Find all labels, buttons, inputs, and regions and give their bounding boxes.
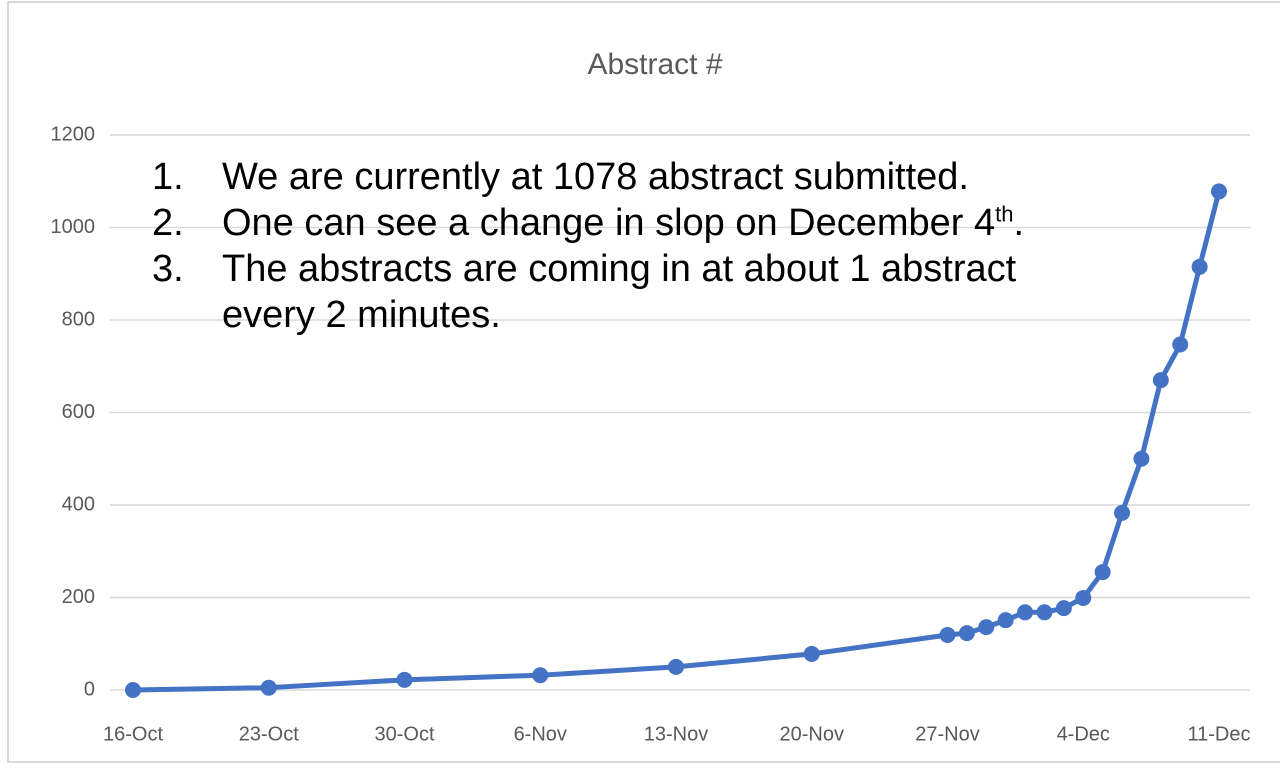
data-point (1114, 504, 1131, 521)
data-point (1075, 589, 1092, 606)
data-point (1055, 600, 1072, 617)
annotation-item: 1. We are currently at 1078 abstract subm… (152, 154, 1072, 200)
data-point (958, 625, 975, 642)
x-tick-label: 13-Nov (644, 723, 708, 745)
data-point (1211, 183, 1227, 200)
annotation-text: One can see a change in slop on December… (222, 200, 1072, 246)
annotation-text: We are currently at 1078 abstract submit… (222, 154, 1072, 200)
y-tick-label: 800 (62, 308, 95, 330)
list-marker: 3. (152, 248, 184, 290)
x-tick-label: 6-Nov (514, 723, 567, 745)
data-point (997, 612, 1014, 629)
data-point (532, 667, 549, 684)
superscript: th (995, 201, 1014, 227)
x-tick-label: 20-Nov (780, 723, 844, 745)
x-tick-label: 23-Oct (239, 723, 299, 745)
data-point (939, 626, 956, 643)
y-tick-label: 1200 (51, 123, 96, 145)
y-tick-label: 400 (62, 493, 95, 515)
data-point (1191, 258, 1208, 275)
data-point (803, 645, 820, 662)
annotation-body: One can see a change in slop on December… (222, 202, 996, 244)
data-point (1133, 450, 1150, 467)
chart-title: Abstract # (587, 48, 722, 81)
annotations: 1. We are currently at 1078 abstract subm… (152, 154, 1072, 338)
list-marker: 1. (152, 156, 184, 198)
y-tick-label: 200 (62, 586, 95, 608)
annotation-item: 3. The abstracts are coming in at about 1… (152, 246, 1072, 338)
list-marker: 2. (152, 202, 184, 244)
x-tick-label: 4-Dec (1057, 723, 1110, 745)
data-point (978, 619, 995, 636)
x-tick-label: 16-Oct (103, 723, 163, 745)
y-tick-label: 0 (84, 678, 95, 700)
annotation-text: The abstracts are coming in at about 1 a… (222, 246, 1072, 338)
data-point (396, 671, 413, 688)
data-point (668, 658, 684, 675)
y-tick-label: 1000 (51, 216, 96, 238)
chart-border (7, 1, 1280, 763)
x-tick-label: 11-Dec (1188, 723, 1251, 745)
annotation-tail: . (1013, 202, 1025, 244)
annotation-item: 2. One can see a change in slop on Decemb… (152, 200, 1072, 246)
data-point (1094, 564, 1111, 581)
x-tick-label: 27-Nov (915, 723, 979, 745)
data-point (1172, 336, 1189, 353)
annotation-body: We are currently at 1078 abstract submit… (222, 156, 969, 198)
data-point (1036, 604, 1053, 621)
data-point (1152, 372, 1169, 389)
y-tick-label: 600 (62, 401, 95, 423)
data-point (125, 682, 141, 698)
data-point (260, 679, 277, 696)
annotation-body: The abstracts are coming in at about 1 a… (222, 248, 1017, 336)
data-point (1017, 604, 1034, 621)
x-tick-label: 30-Oct (374, 723, 434, 745)
